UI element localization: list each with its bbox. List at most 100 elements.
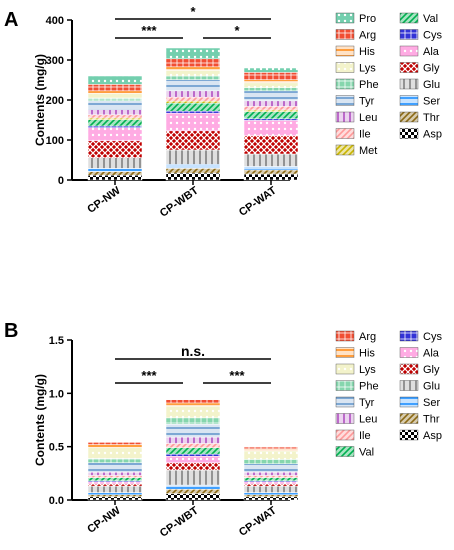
legend-item: Val (399, 12, 438, 25)
legend-swatch (335, 347, 355, 358)
legend-item: Ile (335, 429, 371, 442)
legend-label: Leu (359, 112, 377, 124)
legend-swatch (335, 380, 355, 391)
legend: Arg Cys His Ala Lys Gly Phe Glu Tyr Ser Leu Thr Ile A… (335, 330, 442, 459)
panel-letter: B (4, 320, 18, 342)
x-tick-label: CP-WBT (158, 504, 201, 539)
bar-segment-ala (165, 456, 221, 463)
legend-label: Lys (359, 63, 376, 75)
bar-segment-lys (87, 447, 143, 459)
bar-segment-his (87, 90, 143, 94)
legend-swatch (399, 29, 419, 40)
legend-item: Ser (399, 95, 440, 108)
legend-item: Cys (399, 29, 442, 42)
bar-segment-arg (243, 446, 299, 450)
legend-swatch (399, 45, 419, 57)
bar-segment-his (243, 448, 299, 452)
bar-segment-tyr (165, 79, 221, 92)
bar-segment-ile (243, 475, 299, 478)
legend-label: Glu (423, 79, 440, 91)
bar-segment-arg (165, 399, 221, 404)
legend-swatch (399, 111, 419, 123)
bar-segment-ile (87, 475, 143, 478)
legend-label: Cys (423, 331, 442, 343)
legend-label: Met (359, 145, 377, 157)
bar-segment-leu (165, 436, 221, 444)
bar-segment-ser (243, 492, 299, 495)
panel-letter: A (4, 9, 18, 31)
bar-segment-asp (165, 493, 221, 501)
bar-segment-tyr (87, 462, 143, 473)
bar-segment-ile (165, 96, 221, 102)
significance-label: n.s. (181, 343, 205, 359)
legend-swatch (399, 128, 419, 139)
bar-segment-phe (87, 458, 143, 463)
legend-item: Asp (399, 128, 442, 141)
bar-segment-gly (165, 130, 221, 151)
bar-segment-phe (165, 417, 221, 425)
legend-label: Ile (359, 129, 371, 141)
legend-swatch (335, 128, 355, 139)
bar-segment-glu (87, 485, 143, 493)
legend-swatch (335, 111, 355, 123)
legend-label: Ala (423, 46, 440, 58)
legend-item: Lys (335, 62, 376, 75)
bar-segment-pro (165, 47, 221, 60)
bar-segment-glu (87, 157, 143, 169)
legend-label: Val (423, 13, 438, 25)
bar-segment-thr (87, 171, 143, 176)
legend-item: Thr (399, 111, 440, 124)
bar-segment-ser (87, 492, 143, 495)
legend-swatch (335, 29, 355, 40)
legend-swatch (399, 347, 419, 358)
legend-label: Pro (359, 13, 376, 25)
bar-segment-thr (243, 494, 299, 498)
bar-segment-gly (243, 483, 299, 487)
bar-segment-ser (165, 164, 221, 169)
legend-swatch (399, 413, 419, 424)
legend-item: Pro (335, 12, 376, 25)
significance-label: * (234, 23, 240, 38)
legend-item: Ala (399, 347, 440, 360)
bar-segment-val (243, 111, 299, 120)
panel-a: A 0 100 200 300 400 Contents (mg/g) CP-NW CP-WBT… (4, 4, 442, 220)
bar-segment-tyr (243, 90, 299, 102)
y-tick-label: 400 (46, 15, 64, 27)
bar-segment-arg (87, 442, 143, 445)
bar-segment-met (165, 100, 221, 104)
significance-label: *** (229, 368, 245, 383)
bar-segment-glu (165, 469, 221, 486)
stacked-bar (165, 47, 221, 181)
bar-segment-thr (165, 489, 221, 494)
legend-item: Tyr (335, 396, 375, 409)
legend-item: Cys (399, 330, 442, 343)
bar-segment-asp (87, 496, 143, 501)
bar-segment-phe (243, 459, 299, 464)
bar-segment-thr (165, 168, 221, 174)
legend-swatch (335, 95, 355, 106)
legend-swatch (399, 429, 419, 441)
legend-item: Met (335, 144, 377, 157)
y-tick-label: 0.0 (49, 495, 64, 507)
legend-label: Ser (423, 96, 440, 108)
bar-segment-ile (165, 443, 221, 448)
bar-segment-asp (165, 172, 221, 181)
legend-label: Val (359, 447, 374, 459)
y-tick-label: 0 (58, 175, 64, 187)
y-axis-label: Contents (mg/g) (33, 374, 47, 466)
bar-segment-ser (243, 166, 299, 171)
legend-item: Arg (335, 29, 376, 42)
bar-segment-pro (243, 67, 299, 73)
stacked-bar (243, 67, 299, 181)
bar-segment-cys (165, 453, 221, 457)
bar-segment-ala (165, 112, 221, 132)
bar-segment-arg (87, 84, 143, 92)
legend-item: Ser (399, 396, 440, 409)
legend-label: His (359, 348, 375, 360)
x-tick-label: CP-WAT (237, 504, 279, 538)
bar-segment-asp (87, 174, 143, 181)
legend-swatch (399, 12, 419, 24)
bar-segment-asp (243, 496, 299, 501)
bar-segment-asp (243, 173, 299, 181)
